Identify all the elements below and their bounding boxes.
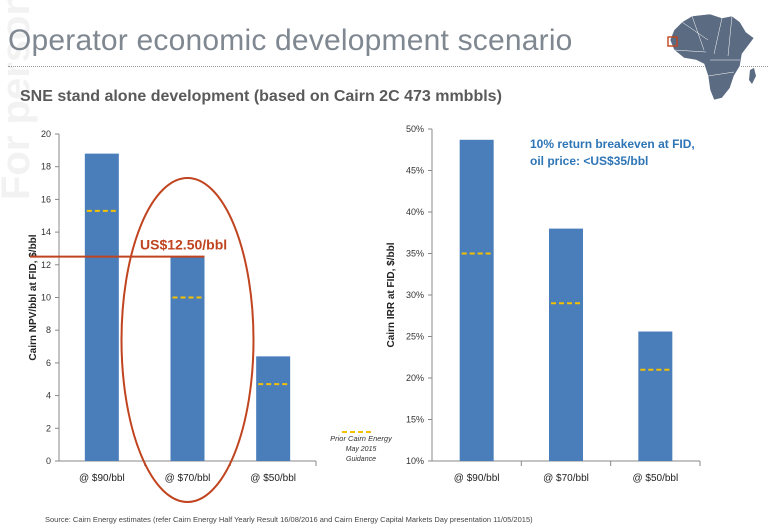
npv-bar: [84, 153, 119, 461]
irr-ytick-label: 35%: [406, 249, 424, 259]
npv-ytick-label: 18: [41, 162, 51, 172]
npv-ytick-label: 4: [46, 391, 51, 401]
npv-y-axis-label: Cairn NPV/bbl at FID, $/bbl: [28, 234, 39, 360]
source-footnote: Source: Cairn Energy estimates (refer Ca…: [45, 515, 533, 524]
irr-xtick-label: @ $70/bbl: [543, 473, 589, 484]
npv-xtick-label: @ $70/bbl: [165, 473, 211, 484]
npv-xtick-label: @ $90/bbl: [79, 473, 125, 484]
irr-ytick-label: 50%: [406, 124, 424, 134]
npv-ytick-label: 6: [46, 358, 51, 368]
irr-bar: [459, 139, 494, 462]
legend-label-line1: Prior Cairn Energy: [330, 434, 393, 443]
npv-ytick-label: 12: [41, 260, 51, 270]
irr-xtick-label: @ $90/bbl: [454, 473, 500, 484]
npv-ytick-label: 8: [46, 325, 51, 335]
npv-xtick-label: @ $50/bbl: [250, 473, 296, 484]
legend-label-line3: Guidance: [346, 456, 376, 463]
irr-bar: [638, 331, 673, 461]
irr-annotation-line2: oil price: <US$35/bbl: [530, 154, 648, 168]
slide-subtitle: SNE stand alone development (based on Ca…: [20, 88, 502, 105]
irr-ytick-label: 30%: [406, 290, 424, 300]
slide-title: Operator economic development scenario: [8, 24, 573, 57]
irr-bar: [549, 228, 583, 461]
title-divider: [8, 66, 768, 67]
africa-map-icon: [667, 13, 756, 101]
npv-ytick-label: 20: [41, 129, 51, 139]
npv-bar: [256, 356, 291, 461]
irr-y-axis-label: Cairn IRR at FID, $/bbl: [386, 242, 397, 347]
npv-ytick-label: 16: [41, 194, 51, 204]
highlight-ellipse: [120, 177, 255, 503]
irr-ytick-label: 10%: [406, 456, 424, 466]
irr-ytick-label: 25%: [406, 332, 424, 342]
irr-ytick-label: 45%: [406, 166, 424, 176]
irr-xtick-label: @ $50/bbl: [632, 473, 678, 484]
npv-annotation: US$12.50/bbl: [140, 237, 227, 253]
irr-ytick-label: 15%: [406, 415, 424, 425]
npv-ytick-label: 14: [41, 227, 51, 237]
legend-label-line2: May 2015: [346, 446, 377, 453]
irr-ytick-label: 20%: [406, 373, 424, 383]
npv-bar: [170, 256, 205, 461]
irr-annotation-line1: 10% return breakeven at FID,: [530, 137, 695, 151]
irr-ytick-label: 40%: [406, 207, 424, 217]
npv-ytick-label: 10: [41, 293, 51, 303]
npv-ytick-label: 0: [46, 456, 51, 466]
npv-ytick-label: 2: [46, 423, 51, 433]
